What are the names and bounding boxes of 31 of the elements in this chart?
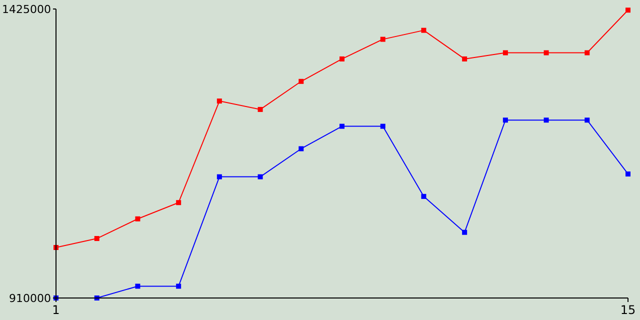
point <box>380 124 386 129</box>
point <box>258 174 263 180</box>
point <box>626 8 630 13</box>
point <box>258 106 263 112</box>
point <box>502 50 508 56</box>
point <box>135 284 140 289</box>
point <box>298 78 304 84</box>
point <box>340 124 344 129</box>
point <box>626 171 630 176</box>
y-tick-label: 1425000 <box>2 2 51 16</box>
x-tick-label: 15 <box>620 303 636 317</box>
point <box>421 28 426 33</box>
point <box>176 284 182 289</box>
point <box>544 118 549 123</box>
point <box>584 118 590 123</box>
point <box>421 194 426 199</box>
point <box>584 50 590 56</box>
point <box>94 236 100 242</box>
point <box>462 56 468 62</box>
point <box>544 50 549 56</box>
point <box>176 200 182 206</box>
x-tick-label: 1 <box>52 303 60 317</box>
y-tick-label: 910000 <box>9 292 51 305</box>
point <box>216 98 222 104</box>
point <box>298 146 304 152</box>
point <box>216 174 222 180</box>
point <box>380 36 386 42</box>
point <box>502 118 508 123</box>
point <box>462 230 468 235</box>
point <box>340 56 344 62</box>
point <box>135 216 140 222</box>
